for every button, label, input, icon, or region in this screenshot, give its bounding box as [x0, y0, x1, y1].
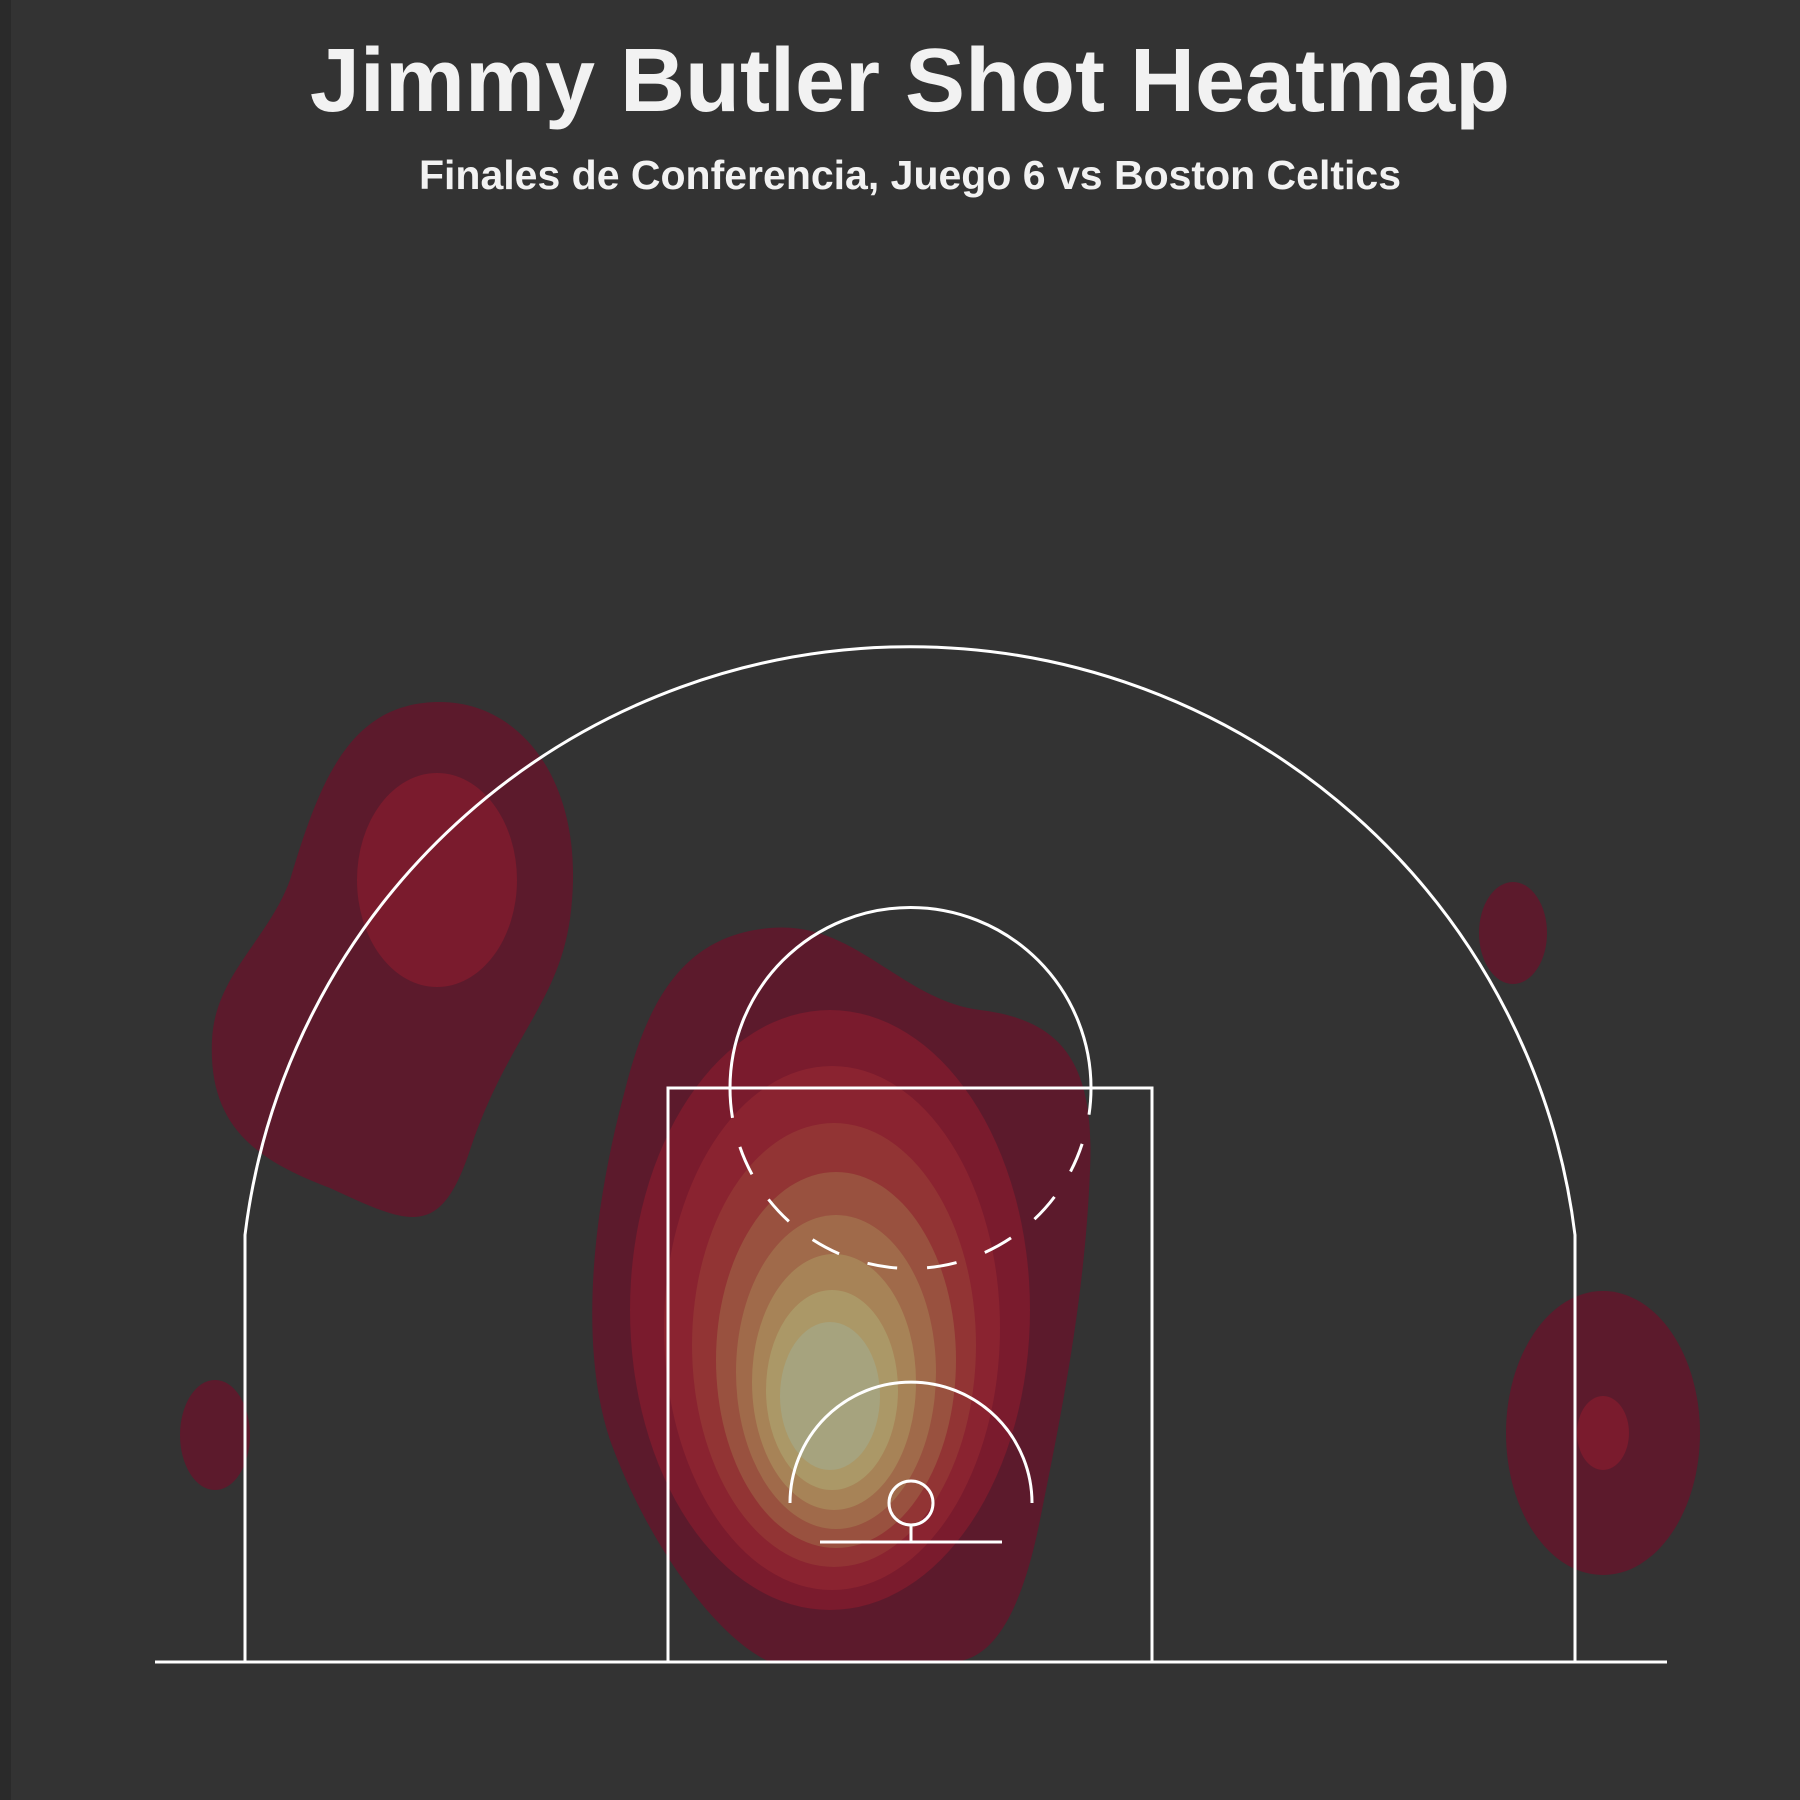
left-edge-strip — [0, 0, 11, 1800]
heatmap-layer — [180, 702, 1700, 1662]
restricted-area-arc — [788, 1380, 1034, 1504]
density-contour-paint-level-9 — [780, 1322, 880, 1470]
court-lines — [155, 645, 1667, 1664]
paint-lane — [666, 1086, 1154, 1664]
density-contour-right-wing — [1479, 882, 1547, 984]
density-contour-left-wing-inner — [357, 773, 517, 987]
chart-title: Jimmy Butler Shot Heatmap — [309, 31, 1511, 131]
free-throw-circle-bottom-dashed — [728, 1087, 1093, 1270]
three-point-line — [243, 645, 1577, 1662]
density-contour-right-corner-inner — [1577, 1396, 1629, 1470]
density-contour-left-corner — [180, 1380, 250, 1490]
free-throw-circle-top — [728, 906, 1093, 1089]
chart-subtitle: Finales de Conferencia, Juego 6 vs Bosto… — [419, 152, 1401, 198]
